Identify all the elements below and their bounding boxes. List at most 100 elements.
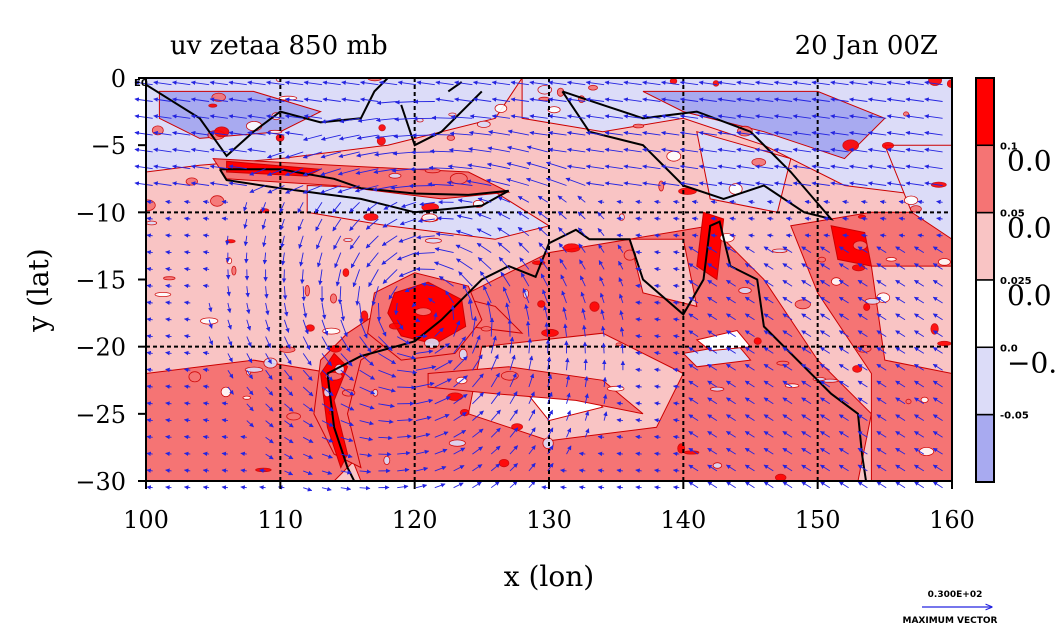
wind-vector <box>519 257 530 270</box>
wind-vector <box>183 317 191 322</box>
wind-vector <box>472 410 484 421</box>
wind-vector <box>415 317 421 322</box>
wind-vector <box>246 353 253 364</box>
wind-vector <box>397 385 416 390</box>
wind-vector <box>914 330 925 337</box>
wind-vector <box>688 347 699 354</box>
wind-vector <box>302 134 323 142</box>
wind-vector <box>433 312 438 320</box>
wind-vector <box>506 177 530 186</box>
wind-vector <box>932 296 943 304</box>
wind-vector <box>471 316 478 337</box>
wind-vector <box>830 181 849 186</box>
wind-vector <box>265 319 271 332</box>
wind-vector <box>509 354 516 371</box>
wind-vector <box>340 470 352 475</box>
wind-vector <box>635 367 642 373</box>
wind-vector <box>876 330 887 337</box>
wind-vector <box>399 218 417 226</box>
wind-vector <box>321 403 334 412</box>
wind-vector <box>932 246 943 253</box>
wind-vector <box>710 199 717 205</box>
wind-vector <box>415 483 428 489</box>
vorticity-blob <box>930 323 939 335</box>
wind-vector <box>355 168 379 175</box>
vorticity-blob <box>343 237 353 242</box>
wind-vector <box>510 97 529 102</box>
wind-vector <box>490 427 501 438</box>
wind-vector <box>688 431 699 438</box>
wind-vector <box>932 464 943 472</box>
wind-vector <box>782 347 793 354</box>
wind-vector <box>830 97 849 102</box>
wind-vector <box>804 216 812 221</box>
wind-vector <box>559 258 567 270</box>
wind-vector <box>548 114 567 119</box>
wind-vector <box>603 411 608 421</box>
wind-vector <box>453 429 467 438</box>
wind-vector <box>838 347 849 354</box>
max-vector-legend: 0.300E+02 MAXIMUM VECTOR <box>902 590 997 626</box>
wind-vector <box>763 263 774 270</box>
wind-vector <box>785 233 793 238</box>
wind-vector <box>560 485 567 490</box>
wind-vector <box>502 286 511 304</box>
wind-vector <box>302 302 308 318</box>
wind-vector <box>415 333 428 339</box>
wind-vector <box>397 369 418 375</box>
wind-vector <box>820 347 831 354</box>
wind-vector <box>654 401 661 406</box>
wind-vector <box>284 151 304 159</box>
vorticity-blob <box>188 371 202 383</box>
vorticity-blob <box>210 195 225 207</box>
x-tick-label: 160 <box>929 506 975 534</box>
wind-vector <box>672 216 680 221</box>
wind-vector <box>404 285 417 293</box>
wind-vector <box>585 114 605 119</box>
wind-vector <box>838 279 849 287</box>
wind-vector <box>672 266 680 272</box>
wind-vector <box>284 436 294 444</box>
wind-vector <box>879 233 887 238</box>
wind-vector <box>378 386 396 393</box>
wind-vector <box>616 199 623 205</box>
wind-vector <box>617 244 624 253</box>
wind-vector <box>221 418 228 423</box>
wind-vector <box>509 372 517 388</box>
axis-ticks: 100 110 120 130 140 150 160 0 −5 −10 −15 −20 −25 −30 <box>75 65 975 534</box>
wind-vector <box>566 147 586 153</box>
wind-vector <box>225 235 230 246</box>
wind-vector <box>773 181 793 186</box>
wind-vector <box>905 114 924 119</box>
wind-vector <box>340 403 355 411</box>
wind-vector <box>565 375 571 388</box>
wind-vector <box>528 391 535 404</box>
wind-vector <box>914 246 925 253</box>
wind-vector <box>857 347 868 354</box>
wind-vector <box>221 468 228 473</box>
wind-vector <box>165 266 172 272</box>
wind-vector <box>876 380 887 388</box>
wind-vector <box>183 334 191 339</box>
wind-vector <box>924 164 943 170</box>
wind-vector <box>547 427 554 438</box>
wind-vector <box>905 130 924 136</box>
x-tick-label: 110 <box>257 506 303 534</box>
wind-vector <box>672 350 680 356</box>
wind-vector <box>529 80 548 86</box>
wind-vector <box>585 130 605 136</box>
wind-vector <box>249 168 266 176</box>
wind-vector <box>616 401 623 406</box>
wind-vector <box>679 80 699 86</box>
wind-vector <box>302 168 323 177</box>
x-tick-label: 130 <box>526 506 572 534</box>
vorticity-blob <box>937 340 952 347</box>
wind-vector <box>438 275 454 287</box>
wind-vector <box>435 97 454 102</box>
wind-vector <box>849 114 868 119</box>
wind-vector <box>490 354 499 371</box>
wind-vector <box>707 263 718 270</box>
wind-vector <box>642 80 661 86</box>
wind-vector <box>876 347 887 354</box>
wind-vector <box>520 272 530 287</box>
